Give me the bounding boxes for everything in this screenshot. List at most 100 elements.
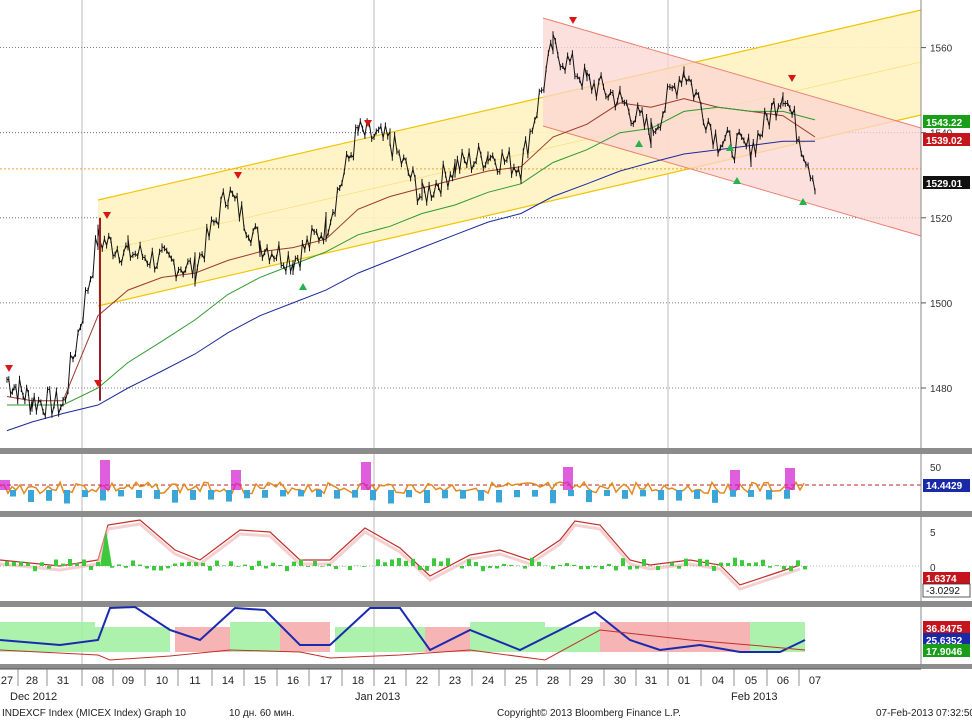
panel1-histogram-bar <box>496 490 502 502</box>
axis-tick-label: 1520 <box>930 214 953 225</box>
panel3-fill-band <box>545 627 600 652</box>
panel2-histogram-bar <box>593 566 597 567</box>
panel2-histogram-bar <box>264 566 268 568</box>
panel1-histogram-bar <box>748 490 754 497</box>
axis-tick-label: 1560 <box>930 44 953 55</box>
price-tag-label: 1543.22 <box>926 118 963 129</box>
panel2-histogram-bar <box>12 562 16 566</box>
panel3-fill-band <box>175 627 230 652</box>
panel2-histogram-bar <box>33 566 37 571</box>
panel1-histogram-bar <box>262 490 268 498</box>
day-label: 29 <box>581 675 593 687</box>
panel1-histogram-bar <box>586 490 592 502</box>
footer-period-label: 10 дн. 60 мин. <box>229 708 294 719</box>
day-label: 10 <box>156 675 168 687</box>
panel2-histogram-bar <box>411 559 415 566</box>
panel1-histogram-bar <box>568 490 574 496</box>
day-label: 22 <box>416 675 428 687</box>
panel3-fill-band <box>280 622 330 652</box>
panel2-histogram-bar <box>397 558 401 566</box>
panel1-histogram-bar <box>244 490 250 498</box>
day-label: 04 <box>712 675 724 687</box>
panel2-histogram-bar <box>712 566 716 571</box>
panel2-histogram-bar <box>180 563 184 566</box>
panel2-histogram-bar <box>642 559 646 566</box>
panel2-histogram-bar <box>523 566 527 569</box>
panel2-histogram-bar <box>145 566 149 568</box>
panel1-histogram-bar <box>154 490 160 499</box>
panel2-histogram-bar <box>152 566 156 570</box>
panel2-histogram-bar <box>82 560 86 566</box>
panel1-histogram-bar <box>64 490 70 503</box>
panel2-histogram-bar <box>47 566 51 569</box>
panel2-histogram-bar <box>208 566 212 571</box>
panel1-histogram-bar <box>82 490 88 497</box>
panel1-histogram-bar <box>550 490 556 503</box>
panel2-histogram-bar <box>796 560 800 566</box>
panel-separator <box>0 601 972 607</box>
panel2-histogram-bar <box>383 562 387 566</box>
panel2-histogram-bar <box>285 566 289 571</box>
axis-tick-label: 1500 <box>930 299 953 310</box>
day-label: 06 <box>777 675 789 687</box>
panel1-histogram-bar <box>442 490 448 498</box>
panel2-histogram-bar <box>607 564 611 566</box>
panel2-histogram-bar <box>481 566 485 571</box>
month-label: Feb 2013 <box>731 691 777 703</box>
panel2-histogram-bar <box>565 563 569 566</box>
panel2-histogram-bar <box>740 560 744 566</box>
panel2-histogram-bar <box>495 566 499 568</box>
panel2-histogram-bar <box>348 566 352 570</box>
panel1-histogram-bar <box>622 490 628 499</box>
panel2-histogram-bar <box>68 559 72 566</box>
panel2-histogram-bar <box>124 566 128 568</box>
axis-tick-label: 1480 <box>930 384 953 395</box>
panel2-histogram-bar <box>600 566 604 569</box>
panel2-histogram-bar <box>579 566 583 569</box>
panel2-histogram-bar <box>306 566 310 567</box>
panel2-histogram-bar <box>362 566 366 567</box>
panel2-histogram-bar <box>173 564 177 566</box>
day-label: 17 <box>320 675 332 687</box>
panel1-histogram-bar <box>136 490 142 498</box>
panel2-histogram-bar <box>222 565 226 566</box>
panel1-tick-label: 50 <box>930 463 942 474</box>
panel3-fill-band <box>470 622 545 652</box>
panel1-spike <box>785 468 795 490</box>
panel2-histogram-bar <box>425 566 429 571</box>
panel1-spike <box>730 470 740 490</box>
panel2-histogram-bar <box>789 566 793 571</box>
panel1-spike <box>0 480 10 490</box>
panel-separator <box>0 511 972 517</box>
day-label: 23 <box>449 675 461 687</box>
day-label: 18 <box>352 675 364 687</box>
panel2-histogram-bar <box>670 562 674 566</box>
panel2-histogram-bar <box>138 565 142 566</box>
panel2-histogram-bar <box>656 566 660 570</box>
panel2-histogram-bar <box>551 566 555 569</box>
panel2-histogram-bar <box>229 561 233 566</box>
panel2-histogram-bar <box>677 566 681 569</box>
panel2-histogram-bar <box>439 561 443 566</box>
panel2-histogram-bar <box>19 561 23 566</box>
panel2-histogram-bar <box>684 559 688 566</box>
day-label: 31 <box>645 675 657 687</box>
day-label: 07 <box>809 675 821 687</box>
panel1-histogram-bar <box>694 490 700 499</box>
day-label: 16 <box>287 675 299 687</box>
panel1-histogram-bar <box>460 490 466 499</box>
panel1-histogram-bar <box>208 490 214 500</box>
panel2-histogram-bar <box>313 561 317 566</box>
panel2-histogram-bar <box>236 566 240 567</box>
day-label: 15 <box>254 675 266 687</box>
panel1-histogram-bar <box>370 490 376 500</box>
panel1-histogram-bar <box>100 490 106 500</box>
day-label: 05 <box>745 675 757 687</box>
panel2-histogram-bar <box>754 562 758 566</box>
panel2-histogram-bar <box>467 559 471 566</box>
panel1-histogram-bar <box>118 490 124 496</box>
panel2-histogram-bar <box>404 561 408 566</box>
panel1-histogram-bar <box>514 490 520 497</box>
panel2-histogram-bar <box>166 566 170 568</box>
